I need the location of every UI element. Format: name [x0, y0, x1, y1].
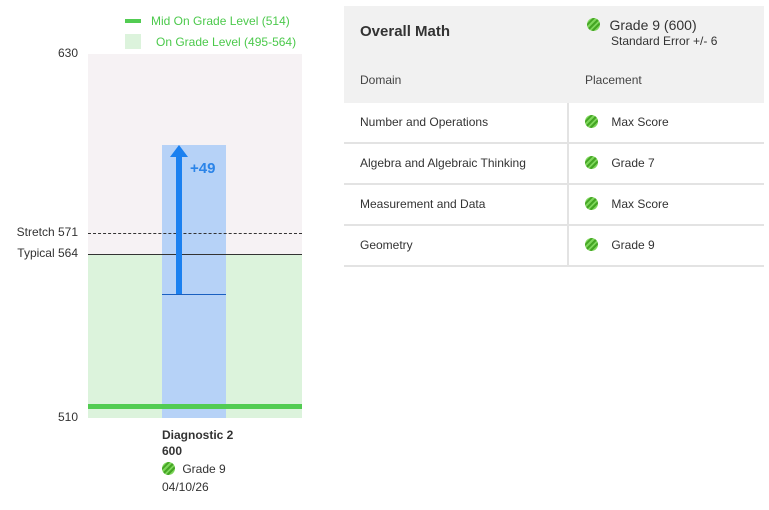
- column-divider: [567, 144, 569, 183]
- stretch-line: [88, 232, 302, 234]
- placement-cell: Max Score: [585, 196, 669, 211]
- overall-math-title: Overall Math: [360, 23, 451, 40]
- on-grade-band-legend-label: On Grade Level (495-564): [156, 35, 297, 49]
- mid-on-grade-line: [88, 403, 302, 409]
- y-tick-510: 510: [57, 410, 78, 424]
- placement-label: Max Score: [611, 196, 669, 211]
- on-grade-band-swatch: [125, 34, 141, 49]
- placement-label: Grade 9: [611, 237, 655, 252]
- placement-cell: Max Score: [585, 114, 669, 129]
- column-header-placement: Placement: [585, 73, 642, 87]
- y-tick-typical: Typical 564: [17, 246, 78, 261]
- diagnostic-placement-label: Grade 9: [182, 461, 226, 476]
- diagnostic-name: Diagnostic 2: [162, 428, 234, 442]
- overall-placement: Grade 9 (600): [587, 16, 697, 34]
- y-tick-stretch: Stretch 571: [16, 224, 78, 239]
- standard-error: Standard Error +/- 6: [611, 34, 718, 48]
- domain-cell: Measurement and Data: [360, 197, 486, 211]
- table-row: Algebra and Algebraic Thinking Grade 7: [344, 144, 764, 185]
- placement-cell: Grade 7: [585, 155, 655, 170]
- placement-label: Grade 7: [611, 155, 655, 170]
- growth-arrow-head: [170, 145, 188, 157]
- mid-on-grade-swatch: [125, 19, 141, 23]
- placement-cell: Grade 9: [585, 237, 655, 252]
- green-striped-circle-icon: [585, 238, 598, 252]
- column-divider: [567, 103, 569, 142]
- green-striped-circle-icon: [162, 462, 175, 476]
- gain-label: +49: [190, 160, 216, 177]
- domain-cell: Algebra and Algebraic Thinking: [360, 156, 526, 170]
- green-striped-circle-icon: [585, 115, 598, 129]
- column-divider: [567, 226, 569, 265]
- overall-placement-label: Grade 9 (600): [609, 16, 697, 33]
- domain-cell: Geometry: [360, 238, 413, 252]
- table-header: Overall Math Grade 9 (600) Standard Erro…: [344, 6, 764, 103]
- bar-diagnostic-2: [162, 145, 226, 418]
- green-striped-circle-icon: [587, 18, 600, 32]
- green-striped-circle-icon: [585, 156, 598, 170]
- mid-on-grade-legend-label: Mid On Grade Level (514): [151, 14, 290, 28]
- placement-label: Max Score: [611, 114, 669, 129]
- baseline-score-line: [162, 293, 226, 295]
- growth-arrow-shaft: [176, 155, 182, 294]
- typical-line: [88, 254, 302, 256]
- diagnostic-score: 600: [162, 444, 183, 458]
- table-row: Geometry Grade 9: [344, 226, 764, 267]
- diagnostic-date: 04/10/26: [162, 480, 209, 494]
- domain-cell: Number and Operations: [360, 115, 489, 129]
- column-divider: [567, 185, 569, 224]
- y-tick-630: 630: [57, 46, 78, 60]
- green-striped-circle-icon: [585, 197, 598, 211]
- table-row: Number and Operations Max Score: [344, 103, 764, 144]
- table-row: Measurement and Data Max Score: [344, 185, 764, 226]
- column-header-domain: Domain: [360, 73, 402, 87]
- diagnostic-placement: Grade 9: [162, 461, 226, 476]
